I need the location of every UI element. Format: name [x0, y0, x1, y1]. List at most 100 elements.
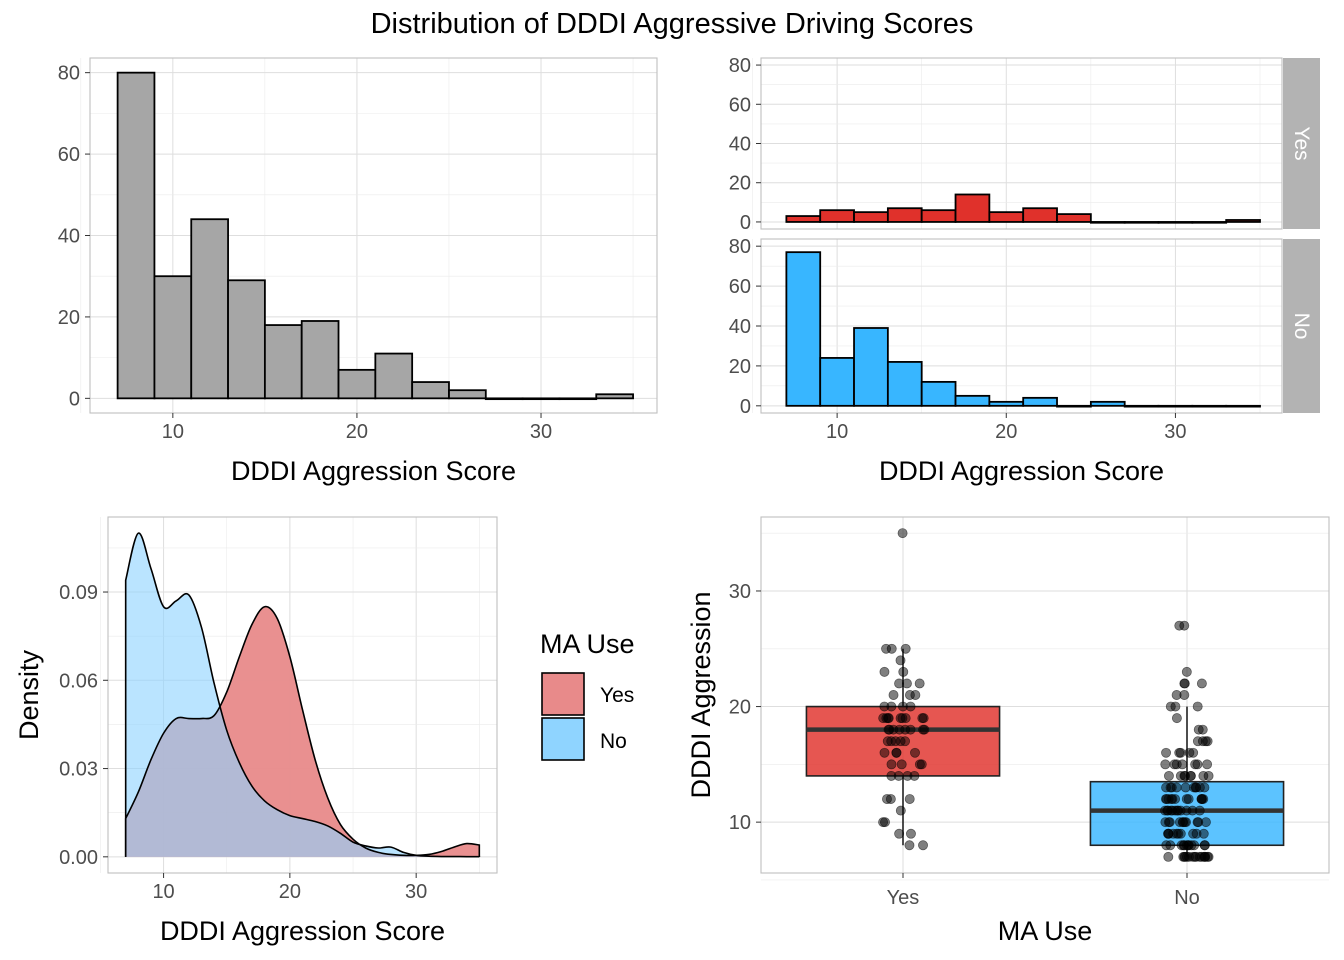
- jitter-point: [894, 678, 905, 689]
- x-tick-label: 10: [152, 881, 174, 903]
- jitter-point: [1171, 759, 1182, 770]
- histogram-bar: [484, 397, 524, 401]
- histogram-bar: [595, 393, 634, 400]
- histogram-bar: [411, 381, 450, 400]
- overall-histogram-x-axis-label: DDDI Aggression Score: [231, 456, 516, 486]
- jitter-point: [1161, 747, 1172, 758]
- histogram-bar: [1123, 221, 1160, 224]
- y-tick-label: 0: [740, 212, 751, 234]
- y-tick-label: 20: [729, 697, 751, 719]
- histogram-bar: [1022, 207, 1058, 223]
- jitter-point: [1171, 690, 1182, 700]
- y-tick-label: 60: [729, 94, 751, 116]
- jitter-point: [918, 713, 929, 724]
- boxplot-panel: Yes No 10 20 30 MA Use DDDI Aggression: [686, 516, 1330, 946]
- jitter-point: [895, 655, 906, 666]
- y-tick-label: 30: [729, 581, 751, 603]
- density-y-axis-label: Density: [14, 649, 44, 740]
- jitter-point: [1197, 794, 1208, 804]
- histogram-bar: [853, 211, 889, 223]
- y-tick-label: 60: [729, 276, 751, 298]
- jitter-point: [1187, 805, 1198, 816]
- jitter-point: [1171, 713, 1182, 724]
- boxplot-y-axis-label: DDDI Aggression: [686, 591, 716, 798]
- figure-title: Distribution of DDDI Aggressive Driving …: [371, 8, 974, 40]
- histogram-bar: [819, 209, 855, 223]
- jitter-point: [1196, 678, 1207, 689]
- jitter-point: [895, 805, 906, 816]
- histogram-bar: [1157, 404, 1194, 408]
- legend-title: MA Use: [540, 629, 635, 659]
- jitter-point: [1179, 678, 1190, 689]
- overall-histogram-y-ticks: 0 20 40 60 80: [58, 63, 90, 410]
- jitter-point: [1202, 759, 1213, 770]
- histogram-bar: [116, 71, 156, 400]
- y-tick-label: 40: [729, 134, 751, 156]
- jitter-point: [1192, 736, 1203, 747]
- faceted-histogram-panel: Yes 0 20 40 60 80 No 0 20 40 60 80 10 20 30 DDDI Agg…: [729, 55, 1320, 486]
- jitter-point: [1188, 828, 1199, 839]
- jitter-point: [904, 840, 915, 851]
- x-tick-label: 10: [162, 421, 184, 443]
- facet-strip-label: Yes: [1290, 126, 1313, 160]
- histogram-bar: [153, 275, 193, 400]
- jitter-point: [910, 747, 920, 758]
- boxplot-border: [760, 516, 1330, 874]
- y-tick-label: 0.06: [59, 670, 98, 692]
- jitter-point: [1200, 817, 1211, 828]
- histogram-bar: [1191, 221, 1228, 224]
- x-tick-label: 30: [530, 421, 552, 443]
- histogram-bar: [1123, 404, 1160, 408]
- x-tick-label: 20: [279, 881, 301, 903]
- histogram-bar: [954, 394, 991, 407]
- y-tick-label: 80: [58, 63, 80, 85]
- y-tick-label: 20: [58, 307, 80, 329]
- y-tick-label: 0: [740, 396, 751, 418]
- jitter-point: [904, 794, 915, 804]
- density-y-ticks: 0.00 0.03 0.06 0.09: [59, 582, 108, 869]
- jitter-point: [1165, 701, 1176, 712]
- density-x-axis-label: DDDI Aggression Score: [160, 916, 445, 946]
- histogram-bar: [1056, 213, 1092, 223]
- density-legend: MA Use Yes No: [540, 629, 635, 761]
- x-tick-label: 20: [995, 421, 1017, 443]
- histogram-bar: [1225, 219, 1261, 223]
- x-tick-label: 10: [826, 421, 848, 443]
- jitter-point: [879, 747, 890, 758]
- jitter-point: [1160, 759, 1171, 770]
- y-tick-label: 0: [69, 388, 80, 410]
- x-tick-label: Yes: [887, 887, 920, 909]
- histogram-bar: [1089, 400, 1126, 407]
- x-tick-label: No: [1174, 887, 1200, 909]
- histogram-bar: [1191, 404, 1228, 408]
- histogram-bar: [374, 352, 414, 400]
- jitter-point: [1199, 840, 1210, 851]
- jitter-point: [1163, 770, 1174, 781]
- jitter-point: [1192, 759, 1203, 770]
- jitter-point: [896, 759, 907, 770]
- faceted-histogram-x-ticks: 10 20 30: [826, 413, 1187, 443]
- jitter-point: [914, 678, 925, 689]
- histogram-bar: [337, 368, 377, 400]
- jitter-point: [904, 690, 915, 700]
- y-tick-label: 80: [729, 55, 751, 77]
- jitter-point: [1187, 851, 1198, 862]
- jitter-point: [1198, 828, 1209, 839]
- jitter-point: [886, 643, 897, 654]
- jitter-point: [1179, 620, 1190, 631]
- jitter-point: [1184, 747, 1195, 758]
- facet-y-ticks: 0 20 40 60 80: [729, 55, 761, 234]
- overall-histogram-x-ticks: 10 20 30: [162, 413, 552, 443]
- jitter-point: [1175, 747, 1186, 758]
- density-area-no: [125, 533, 480, 857]
- histogram-bar: [1157, 221, 1194, 224]
- facet-y-ticks: 0 20 40 60 80: [729, 236, 761, 418]
- histogram-bar: [1089, 221, 1126, 224]
- facet-strip-label: No: [1290, 313, 1313, 340]
- histogram-bar: [1056, 404, 1092, 408]
- y-tick-label: 40: [729, 316, 751, 338]
- jitter-point: [900, 736, 911, 747]
- x-tick-label: 30: [1164, 421, 1186, 443]
- histogram-bar: [988, 400, 1025, 407]
